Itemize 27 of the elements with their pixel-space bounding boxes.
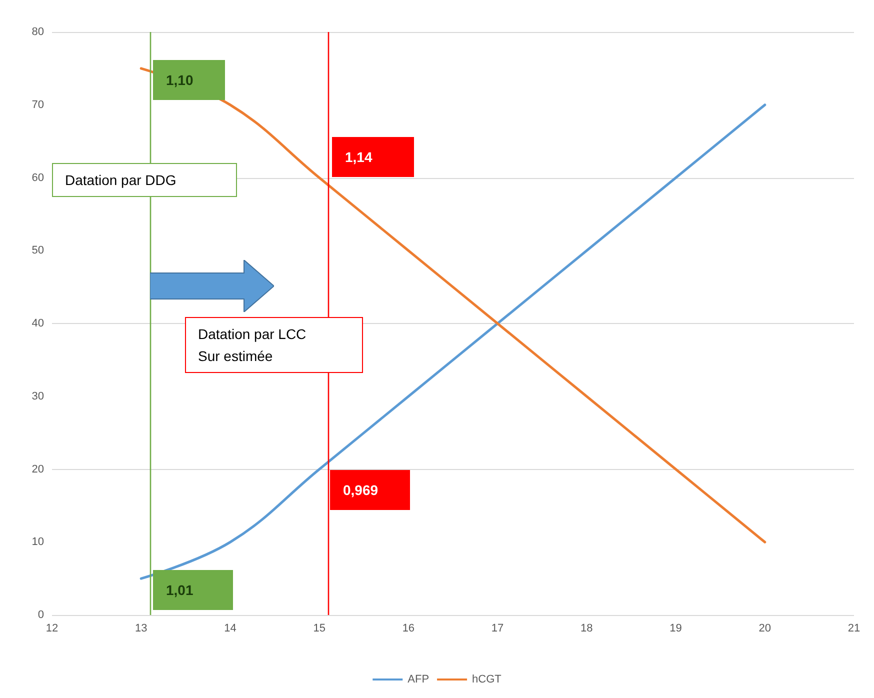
- y-tick-label: 20: [32, 463, 44, 476]
- legend-label: hCGT: [472, 674, 502, 686]
- text-box: Datation par DDG: [52, 163, 237, 197]
- y-tick-label: 10: [32, 536, 44, 548]
- text-box: Datation par LCC Sur estimée: [185, 317, 363, 373]
- text-box: 1,10: [153, 60, 225, 100]
- y-tick-label: 60: [32, 172, 44, 184]
- y-tick-label: 70: [32, 98, 44, 111]
- y-tick-label: 30: [32, 390, 44, 402]
- x-tick-label: 13: [134, 622, 148, 634]
- x-tick-label: 19: [670, 622, 682, 634]
- x-tick-label: 16: [402, 622, 415, 634]
- y-tick-label: 80: [32, 26, 44, 38]
- y-tick-label: 40: [32, 318, 44, 330]
- y-tick-label: 50: [32, 244, 44, 257]
- y-tick-label: 0: [38, 609, 44, 621]
- x-tick-label: 21: [848, 622, 860, 634]
- x-tick-label: 14: [224, 622, 236, 634]
- legend-label: AFP: [408, 674, 430, 686]
- x-tick-label: 15: [313, 622, 326, 634]
- x-tick-label: 20: [758, 622, 772, 634]
- x-tick-label: 18: [580, 622, 593, 634]
- text-box: 1,01: [153, 570, 233, 610]
- text-box: 1,14: [332, 137, 414, 177]
- x-tick-label: 17: [491, 622, 504, 634]
- x-tick-label: 12: [46, 622, 58, 634]
- text-box: 0,969: [330, 470, 410, 510]
